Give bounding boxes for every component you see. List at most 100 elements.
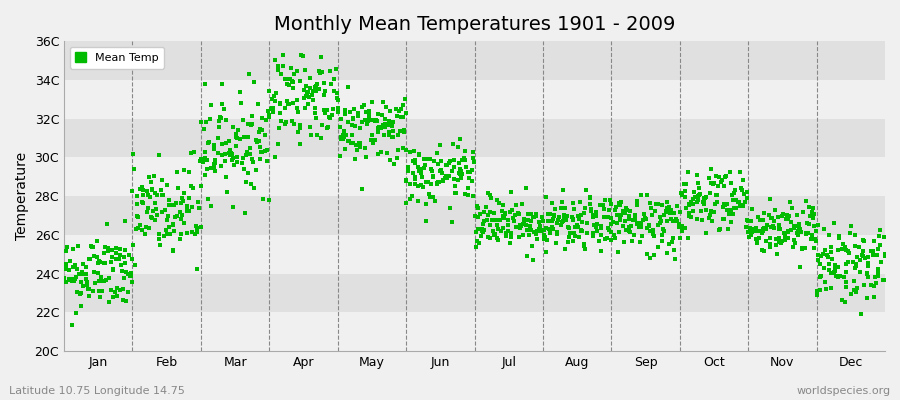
Point: [259, 158, 274, 164]
Point: [426, 194, 440, 200]
Point: [765, 215, 779, 222]
Point: [873, 227, 887, 234]
Point: [552, 214, 566, 220]
Point: [180, 208, 194, 214]
Point: [512, 221, 526, 228]
Point: [190, 266, 204, 272]
Point: [561, 238, 575, 245]
Point: [110, 292, 124, 299]
Point: [207, 163, 221, 170]
Point: [666, 210, 680, 216]
Point: [602, 227, 616, 234]
Point: [861, 274, 876, 280]
Bar: [64, 119, 885, 157]
Point: [556, 187, 571, 193]
Point: [357, 117, 372, 124]
Point: [80, 278, 94, 285]
Point: [207, 145, 221, 152]
Point: [491, 222, 505, 229]
Point: [501, 217, 516, 223]
Point: [196, 159, 211, 166]
Point: [861, 260, 876, 266]
Point: [293, 140, 308, 147]
Point: [204, 202, 219, 209]
Point: [98, 260, 112, 267]
Point: [430, 179, 445, 185]
Point: [857, 238, 871, 244]
Point: [419, 200, 434, 207]
Point: [334, 134, 348, 140]
Point: [525, 242, 539, 249]
Point: [564, 214, 579, 220]
Point: [239, 152, 254, 158]
Point: [735, 187, 750, 194]
Point: [870, 252, 885, 258]
Point: [558, 204, 572, 211]
Point: [584, 208, 598, 214]
Point: [72, 271, 86, 277]
Point: [105, 247, 120, 253]
Point: [82, 286, 96, 292]
Point: [79, 264, 94, 270]
Point: [410, 164, 425, 170]
Point: [300, 90, 314, 96]
Point: [813, 287, 827, 294]
Point: [554, 219, 569, 225]
Point: [799, 219, 814, 226]
Point: [550, 220, 564, 226]
Point: [218, 158, 232, 164]
Point: [475, 228, 490, 234]
Point: [733, 198, 747, 205]
Point: [755, 247, 770, 253]
Point: [562, 225, 576, 231]
Point: [462, 174, 476, 181]
Point: [500, 230, 514, 236]
Point: [234, 160, 248, 166]
Point: [76, 270, 90, 277]
Point: [351, 110, 365, 116]
Point: [118, 218, 132, 224]
Point: [443, 204, 457, 211]
Point: [619, 205, 634, 211]
Point: [718, 174, 733, 180]
Point: [175, 194, 189, 201]
Point: [480, 217, 494, 223]
Point: [238, 210, 252, 216]
Point: [66, 246, 80, 252]
Point: [148, 200, 163, 206]
Point: [229, 143, 243, 149]
Point: [108, 289, 122, 295]
Point: [543, 210, 557, 217]
Point: [593, 202, 608, 208]
Point: [130, 192, 144, 199]
Point: [872, 233, 886, 240]
Point: [243, 151, 257, 157]
Point: [86, 244, 100, 250]
Point: [75, 268, 89, 275]
Point: [625, 238, 639, 244]
Point: [94, 278, 109, 284]
Point: [646, 233, 661, 240]
Point: [678, 224, 692, 231]
Point: [644, 205, 659, 211]
Point: [782, 213, 796, 220]
Point: [286, 84, 301, 91]
Point: [232, 135, 247, 142]
Point: [116, 285, 130, 292]
Point: [245, 156, 259, 162]
Point: [831, 264, 845, 271]
Point: [634, 224, 648, 230]
Point: [277, 104, 292, 111]
Point: [266, 109, 280, 115]
Point: [764, 223, 778, 230]
Point: [406, 170, 420, 176]
Point: [304, 132, 319, 138]
Point: [878, 253, 892, 259]
Point: [217, 106, 231, 112]
Point: [306, 96, 320, 103]
Point: [749, 225, 763, 231]
Point: [801, 204, 815, 210]
Point: [411, 152, 426, 158]
Point: [74, 290, 88, 296]
Point: [655, 232, 670, 239]
